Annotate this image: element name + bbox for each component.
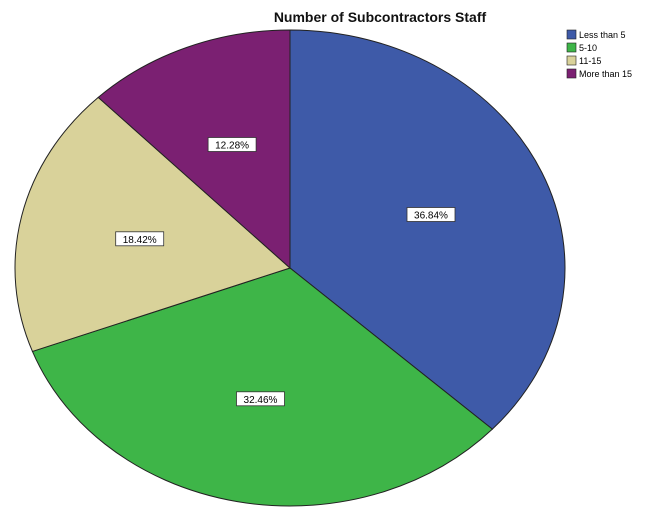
slice-label-text-0: 36.84%	[414, 211, 448, 222]
slice-label-0: 36.84%	[406, 207, 456, 222]
slice-label-box-0	[406, 207, 456, 222]
slice-label-box-3	[207, 137, 257, 152]
legend-label-2: 11-15	[579, 56, 601, 66]
legend-item-1: 5-10	[566, 42, 597, 53]
slice-label-box-2	[115, 231, 165, 247]
slice-label-1: 32.46%	[236, 391, 285, 407]
slice-label-text-2: 18.42%	[123, 235, 157, 246]
slice-label-box-1	[236, 391, 285, 407]
legend-swatch-2	[566, 55, 577, 66]
slice-label-2: 18.42%	[115, 231, 165, 247]
pie-slice-1	[31, 267, 494, 507]
slice-label-text-3: 12.28%	[215, 141, 249, 152]
legend-item-3: More than 15	[566, 68, 632, 79]
pie-slice-3	[97, 29, 291, 270]
legend-label-1: 5-10	[579, 43, 597, 53]
slice-label-3: 12.28%	[207, 137, 257, 152]
legend-label-3: More than 15	[579, 69, 632, 79]
legend-item-2: 11-15	[566, 55, 601, 66]
legend: Less than 5 5-10 11-15 More than 15	[566, 29, 632, 79]
legend-swatch-1	[566, 42, 577, 53]
legend-label-0: Less than 5	[579, 30, 626, 40]
legend-item-0: Less than 5	[566, 29, 626, 40]
slice-labels: 36.84% 32.46% 18.42% 12.28%	[115, 137, 456, 407]
pie-slice-0	[289, 29, 566, 430]
chart-title: Number of Subcontractors Staff	[274, 9, 487, 25]
pie-slices	[14, 29, 566, 507]
slice-label-text-1: 32.46%	[244, 395, 278, 406]
pie-slice-2	[14, 96, 291, 353]
legend-swatch-3	[566, 68, 577, 79]
legend-swatch-0	[566, 29, 577, 40]
